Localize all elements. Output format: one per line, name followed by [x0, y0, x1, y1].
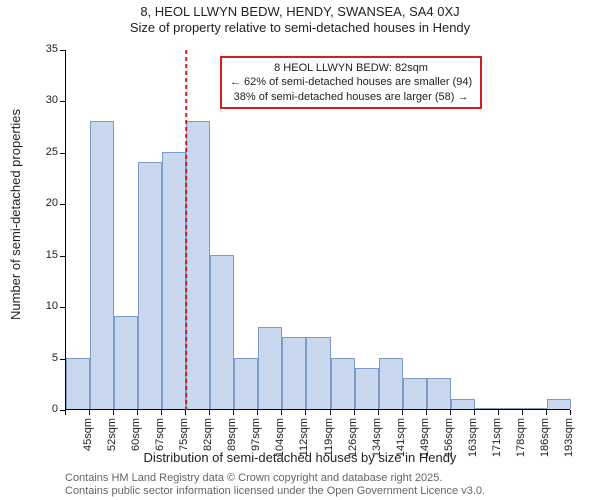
x-tick-label: 52sqm [106, 418, 118, 458]
x-tick-label: 75sqm [178, 418, 190, 458]
x-tick [498, 410, 499, 415]
x-tick [113, 410, 114, 415]
x-tick [89, 410, 90, 415]
chart-subtitle: Size of property relative to semi-detach… [0, 20, 600, 35]
x-tick [137, 410, 138, 415]
x-tick [354, 410, 355, 415]
y-tick-label: 15 [28, 249, 58, 261]
x-tick [426, 410, 427, 415]
footer-line-1: Contains HM Land Registry data © Crown c… [65, 472, 442, 484]
x-tick [402, 410, 403, 415]
x-tick-label: 193sqm [563, 418, 575, 458]
x-tick-label: 104sqm [274, 418, 286, 458]
annotation-line-2: ← 62% of semi-detached houses are smalle… [230, 75, 472, 89]
x-tick-label: 60sqm [130, 418, 142, 458]
x-tick [546, 410, 547, 415]
x-tick-label: 156sqm [443, 418, 455, 458]
x-tick-label: 82sqm [202, 418, 214, 458]
x-tick-label: 163sqm [467, 418, 479, 458]
y-tick [60, 256, 65, 257]
annotation-line-1: 8 HEOL LLWYN BEDW: 82sqm [230, 61, 472, 75]
x-tick-label: 141sqm [395, 418, 407, 458]
x-tick-label: 67sqm [154, 418, 166, 458]
x-tick [378, 410, 379, 415]
y-tick-label: 25 [28, 146, 58, 158]
x-tick [330, 410, 331, 415]
y-tick [60, 359, 65, 360]
footer-line-2: Contains public sector information licen… [65, 485, 485, 497]
annotation-line-3: 38% of semi-detached houses are larger (… [230, 90, 472, 104]
y-tick [60, 153, 65, 154]
chart-title: 8, HEOL LLWYN BEDW, HENDY, SWANSEA, SA4 … [0, 4, 600, 19]
y-tick [60, 101, 65, 102]
x-tick [257, 410, 258, 415]
x-tick [161, 410, 162, 415]
x-tick [570, 410, 571, 415]
x-tick [450, 410, 451, 415]
y-tick [60, 204, 65, 205]
x-tick-label: 186sqm [539, 418, 551, 458]
x-tick [233, 410, 234, 415]
x-tick [209, 410, 210, 415]
x-tick [185, 410, 186, 415]
x-tick-label: 134sqm [371, 418, 383, 458]
annotation-box: 8 HEOL LLWYN BEDW: 82sqm ← 62% of semi-d… [220, 56, 482, 109]
y-tick-label: 35 [28, 43, 58, 55]
x-tick [281, 410, 282, 415]
x-tick-label: 112sqm [298, 418, 310, 458]
x-tick [65, 410, 66, 415]
x-tick [522, 410, 523, 415]
y-tick [60, 50, 65, 51]
y-tick-label: 5 [28, 352, 58, 364]
x-tick-label: 178sqm [515, 418, 527, 458]
y-tick-label: 30 [28, 94, 58, 106]
x-tick-label: 149sqm [419, 418, 431, 458]
x-tick-label: 171sqm [491, 418, 503, 458]
y-tick-label: 0 [28, 403, 58, 415]
x-tick-label: 89sqm [226, 418, 238, 458]
x-tick-label: 126sqm [347, 418, 359, 458]
x-tick-label: 45sqm [82, 418, 94, 458]
x-tick-label: 97sqm [250, 418, 262, 458]
x-tick [474, 410, 475, 415]
y-tick-label: 10 [28, 300, 58, 312]
x-tick-label: 119sqm [323, 418, 335, 458]
y-tick [60, 307, 65, 308]
y-axis-label: Number of semi-detached properties [8, 109, 23, 320]
x-tick [305, 410, 306, 415]
y-tick-label: 20 [28, 197, 58, 209]
